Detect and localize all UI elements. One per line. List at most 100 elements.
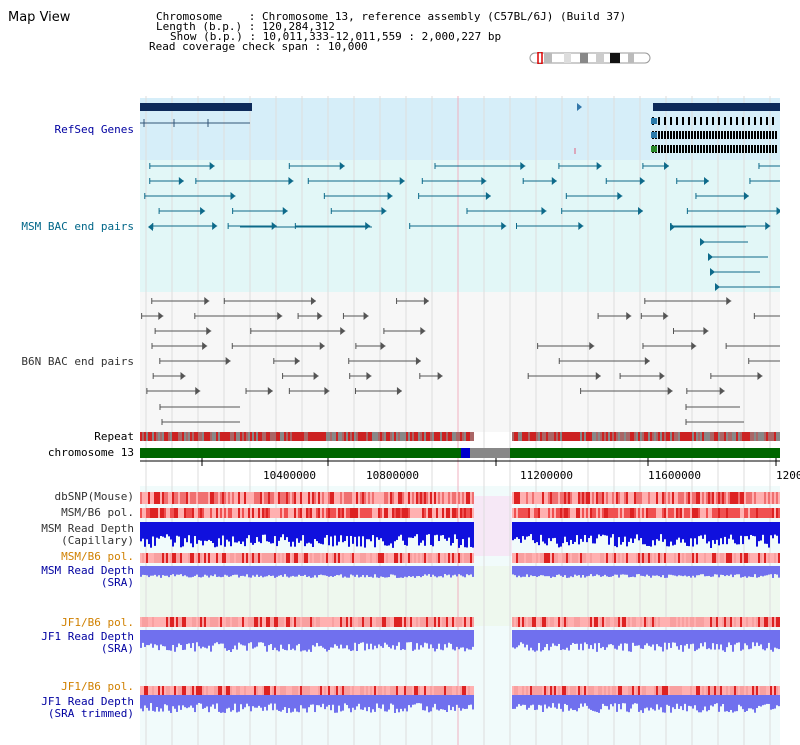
read-depth-bar bbox=[670, 630, 672, 648]
snp-density bbox=[644, 617, 646, 627]
snp-density bbox=[522, 686, 524, 696]
read-depth-bar bbox=[188, 695, 190, 708]
snp-density bbox=[776, 492, 778, 504]
read-depth-bar bbox=[410, 695, 412, 708]
track-label-dbsnp[interactable]: dbSNP(Mouse) bbox=[54, 490, 134, 503]
read-depth-bar bbox=[382, 566, 384, 577]
read-depth-bar bbox=[554, 630, 556, 646]
read-depth-bar bbox=[464, 522, 466, 548]
snp-density bbox=[614, 553, 616, 563]
repeat-element bbox=[276, 432, 278, 441]
track-label-msm-bac[interactable]: MSM BAC end pairs bbox=[21, 220, 134, 233]
read-depth-bar bbox=[224, 695, 226, 713]
read-depth-bar bbox=[690, 566, 692, 578]
snp-density bbox=[598, 492, 600, 504]
read-depth-bar bbox=[674, 566, 676, 576]
snp-density bbox=[308, 686, 310, 696]
snp-density bbox=[614, 492, 616, 504]
snp-density bbox=[292, 553, 294, 563]
track-label-msm-depth-sra[interactable]: MSM Read Depth bbox=[41, 564, 134, 577]
snp-density bbox=[584, 617, 586, 627]
snp-density bbox=[698, 508, 700, 518]
snp-density bbox=[182, 492, 184, 504]
read-depth-bar bbox=[664, 630, 666, 643]
snp-density bbox=[692, 492, 694, 504]
chromosome-ideogram[interactable] bbox=[528, 52, 652, 64]
track-label-jf1-b6-pol-1[interactable]: JF1/B6 pol. bbox=[61, 616, 134, 629]
snp-density bbox=[184, 617, 186, 627]
track-label-msm-b6-pol-1[interactable]: MSM/B6 pol. bbox=[61, 506, 134, 519]
read-depth-bar bbox=[534, 522, 536, 544]
snp-density bbox=[584, 508, 586, 518]
snp-density bbox=[598, 553, 600, 563]
snp-density bbox=[528, 686, 530, 696]
read-depth-bar bbox=[188, 566, 190, 578]
snp-density bbox=[142, 686, 144, 696]
read-depth-bar bbox=[410, 522, 412, 538]
read-depth-bar bbox=[462, 566, 464, 577]
snp-density bbox=[594, 492, 596, 504]
read-depth-bar bbox=[428, 695, 430, 713]
snp-density bbox=[688, 492, 690, 504]
snp-density bbox=[348, 508, 350, 518]
track-label-jf1-b6-pol-2[interactable]: JF1/B6 pol. bbox=[61, 680, 134, 693]
snp-density bbox=[744, 508, 746, 518]
read-depth-bar bbox=[222, 630, 224, 644]
track-label-jf1-depth-sra[interactable]: JF1 Read Depth bbox=[41, 630, 134, 643]
snp-density bbox=[770, 617, 772, 627]
read-depth-bar bbox=[280, 695, 282, 712]
track-label-msm-b6-pol-2[interactable]: MSM/B6 pol. bbox=[61, 550, 134, 563]
snp-density bbox=[522, 617, 524, 627]
snp-density bbox=[274, 617, 276, 627]
snp-density bbox=[448, 492, 450, 504]
read-depth-bar bbox=[748, 522, 750, 540]
read-depth-bar bbox=[526, 630, 528, 645]
read-depth-bar bbox=[756, 522, 758, 547]
snp-density bbox=[300, 508, 302, 518]
read-depth-bar bbox=[526, 522, 528, 537]
track-label-repeat[interactable]: Repeat bbox=[94, 430, 134, 443]
read-depth-bar bbox=[622, 630, 624, 651]
snp-density bbox=[258, 508, 260, 518]
track-label-jf1-depth-trim[interactable]: JF1 Read Depth bbox=[41, 695, 134, 708]
snp-density bbox=[352, 492, 354, 504]
snp-density bbox=[446, 508, 448, 518]
repeat-element bbox=[706, 432, 708, 441]
genome-track-area[interactable] bbox=[140, 96, 780, 745]
snp-density bbox=[616, 617, 618, 627]
snp-density bbox=[266, 553, 268, 563]
track-label-refseq[interactable]: RefSeq Genes bbox=[54, 123, 134, 136]
read-depth-bar bbox=[600, 630, 602, 649]
read-depth-bar bbox=[768, 522, 770, 548]
read-depth-bar bbox=[754, 522, 756, 537]
snp-density bbox=[284, 686, 286, 696]
track-canvas[interactable] bbox=[140, 96, 780, 745]
snp-density bbox=[314, 617, 316, 627]
chromosome-gap bbox=[470, 448, 510, 458]
snp-density bbox=[240, 553, 242, 563]
snp-density bbox=[298, 553, 300, 563]
read-depth-bar bbox=[418, 630, 420, 650]
snp-density bbox=[444, 508, 446, 518]
refseq-exon bbox=[712, 131, 714, 139]
snp-density bbox=[654, 508, 656, 518]
snp-density bbox=[522, 553, 524, 563]
snp-density bbox=[270, 508, 272, 518]
repeat-element bbox=[532, 432, 534, 441]
snp-density bbox=[292, 492, 294, 504]
read-depth-bar bbox=[378, 566, 380, 578]
read-depth-bar bbox=[540, 522, 542, 535]
track-label-chromosome[interactable]: chromosome 13 bbox=[47, 446, 134, 459]
track-label-b6n-bac[interactable]: B6N BAC end pairs bbox=[21, 355, 134, 368]
snp-density bbox=[366, 686, 368, 696]
bac-end bbox=[204, 297, 210, 305]
snp-density bbox=[626, 617, 628, 627]
snp-density bbox=[436, 508, 438, 518]
snp-density bbox=[462, 492, 464, 504]
refseq-exon bbox=[769, 131, 771, 139]
repeat-element bbox=[256, 432, 258, 441]
read-depth-bar bbox=[598, 695, 600, 713]
track-label-msm-depth-cap[interactable]: MSM Read Depth bbox=[41, 522, 134, 535]
read-depth-bar bbox=[400, 630, 402, 651]
snp-density bbox=[738, 492, 740, 504]
